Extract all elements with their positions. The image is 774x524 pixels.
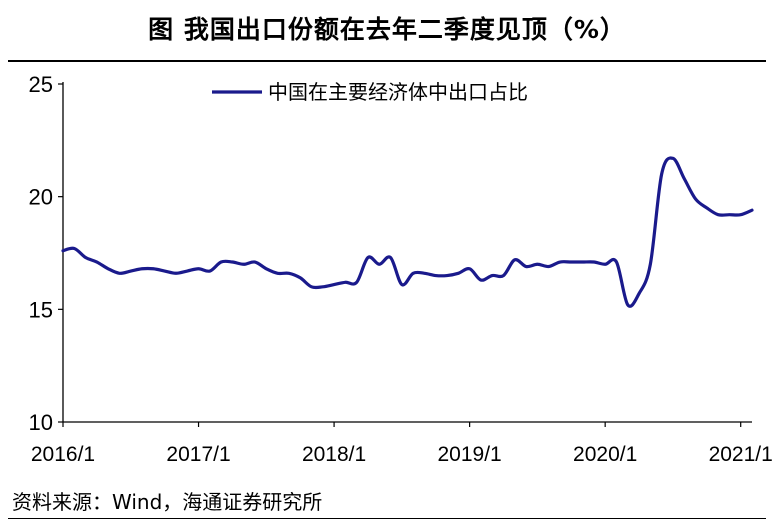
legend: 中国在主要经济体中出口占比 <box>212 80 528 104</box>
y-tick-label: 20 <box>29 185 53 210</box>
chart-title: 图 我国出口份额在去年二季度见顶（%） <box>148 15 626 44</box>
x-tick-label: 2021/1 <box>709 443 773 466</box>
x-axis: 2016/1 2017/1 2018/1 2019/1 2020/1 2021/1 <box>31 421 773 466</box>
title-divider <box>8 60 766 62</box>
legend-label: 中国在主要经济体中出口占比 <box>268 80 528 104</box>
x-tick-label: 2019/1 <box>438 443 502 466</box>
y-tick-label: 15 <box>29 297 53 322</box>
x-tick-label: 2020/1 <box>573 443 637 466</box>
x-tick-label: 2018/1 <box>302 443 366 466</box>
x-tick-label: 2017/1 <box>166 443 230 466</box>
series-layer <box>61 156 754 308</box>
y-tick-label: 25 <box>29 72 53 97</box>
x-tick-label: 2016/1 <box>31 443 95 466</box>
series-line <box>61 156 754 308</box>
y-tick-label: 10 <box>29 410 53 435</box>
source-note: 资料来源：Wind，海通证券研究所 <box>12 490 323 514</box>
footer-divider <box>8 518 766 519</box>
y-axis: 10 15 20 25 <box>29 72 64 435</box>
